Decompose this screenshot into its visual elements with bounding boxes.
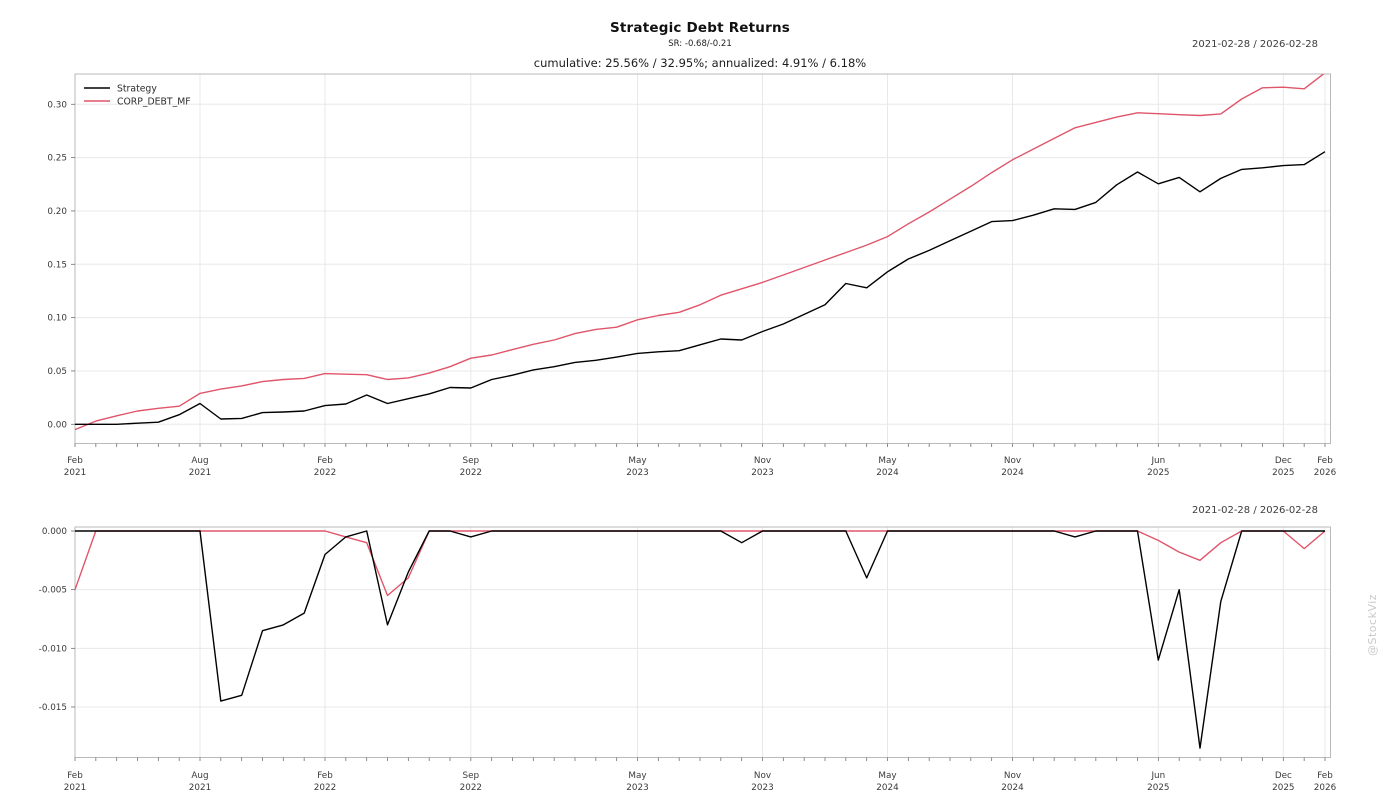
svg-text:Feb: Feb [317, 771, 333, 781]
svg-text:2021: 2021 [64, 783, 86, 793]
svg-text:2024: 2024 [876, 468, 899, 478]
svg-text:0.000: 0.000 [42, 527, 68, 537]
svg-text:Sep: Sep [463, 771, 480, 781]
svg-text:Nov: Nov [1004, 456, 1021, 466]
strategy-line [75, 530, 1325, 749]
svg-text:2022: 2022 [314, 783, 336, 793]
svg-text:-0.010: -0.010 [39, 644, 68, 654]
svg-text:Aug: Aug [191, 771, 208, 781]
x-axis-labels: Feb 2021 Aug 2021 Feb 2022 Sep 2022 May 2023 Nov 20… [64, 771, 1337, 793]
legend-item-corp_debt_mf: CORP_DEBT_MF [84, 97, 191, 108]
svg-text:Dec: Dec [1275, 456, 1292, 466]
svg-text:0.25: 0.25 [47, 154, 67, 164]
date-range-top: 2021-02-28 / 2026-02-28 [1192, 39, 1318, 50]
svg-text:2022: 2022 [314, 468, 336, 478]
svg-text:2022: 2022 [460, 783, 482, 793]
svg-text:2023: 2023 [626, 468, 648, 478]
svg-text:0.05: 0.05 [47, 367, 67, 377]
legend-label: CORP_DEBT_MF [117, 97, 191, 108]
x-tick-marks [74, 443, 1326, 447]
svg-text:2021: 2021 [189, 468, 211, 478]
grid-y [75, 103, 1331, 425]
svg-text:Feb: Feb [1317, 456, 1333, 466]
svg-text:Nov: Nov [754, 771, 771, 781]
grid-x [74, 527, 1326, 758]
legend-item-strategy: Strategy [84, 84, 157, 95]
strategy-line [75, 151, 1326, 425]
svg-text:May: May [878, 771, 896, 781]
y-axis-labels: 0.000 -0.005 -0.010 -0.015 [39, 527, 68, 713]
svg-text:2024: 2024 [876, 783, 899, 793]
svg-text:0.30: 0.30 [47, 100, 67, 110]
legend-label: Strategy [117, 84, 157, 95]
cumulative-returns-panel: Feb 2021 Aug 2021 Feb 2022 Sep 2022 May 2023 Nov 20… [47, 73, 1337, 478]
drawdown-panel: Feb 2021 Aug 2021 Feb 2022 Sep 2022 May 2023 Nov 20… [39, 526, 1337, 793]
svg-text:-0.015: -0.015 [39, 703, 67, 713]
svg-text:2024: 2024 [1001, 468, 1024, 478]
svg-text:2025: 2025 [1147, 783, 1169, 793]
svg-text:2023: 2023 [751, 783, 773, 793]
svg-text:Nov: Nov [754, 456, 771, 466]
svg-text:0.15: 0.15 [47, 260, 67, 270]
legend: Strategy CORP_DEBT_MF [84, 84, 191, 108]
plot-frame [74, 526, 1331, 758]
svg-text:May: May [628, 456, 646, 466]
x-axis-labels: Feb 2021 Aug 2021 Feb 2022 Sep 2022 May 2023 Nov 20… [64, 456, 1337, 478]
svg-text:May: May [628, 771, 646, 781]
svg-text:May: May [878, 456, 896, 466]
svg-text:2026: 2026 [1314, 468, 1337, 478]
svg-text:Feb: Feb [317, 456, 333, 466]
benchmark-line [74, 530, 1326, 597]
x-tick-marks [74, 757, 1326, 761]
svg-text:2021: 2021 [64, 468, 86, 478]
page-title: Strategic Debt Returns [609, 20, 791, 36]
benchmark-line [74, 74, 1325, 431]
sharpe-ratio-subtitle: SR: -0.68/-0.21 [668, 39, 732, 49]
svg-text:2026: 2026 [1314, 783, 1337, 793]
svg-text:2024: 2024 [1001, 783, 1024, 793]
svg-text:2025: 2025 [1147, 468, 1169, 478]
svg-text:2023: 2023 [751, 468, 773, 478]
svg-text:2023: 2023 [626, 783, 648, 793]
svg-text:Jun: Jun [1150, 456, 1165, 466]
svg-text:Nov: Nov [1004, 771, 1021, 781]
svg-text:Feb: Feb [67, 456, 83, 466]
svg-text:Sep: Sep [463, 456, 480, 466]
y-tick-marks [71, 530, 75, 708]
svg-text:2022: 2022 [460, 468, 482, 478]
svg-text:Feb: Feb [1317, 771, 1333, 781]
plot-frame [74, 73, 1331, 444]
svg-text:0.10: 0.10 [47, 314, 67, 324]
returns-summary: cumulative: 25.56% / 32.95%; annualized:… [533, 56, 867, 70]
svg-text:Aug: Aug [191, 456, 208, 466]
series-lines [74, 530, 1326, 749]
date-range-bottom: 2021-02-28 / 2026-02-28 [1192, 505, 1318, 516]
series-lines [74, 74, 1326, 431]
svg-text:Jun: Jun [1150, 771, 1165, 781]
y-tick-marks [71, 103, 75, 425]
svg-text:-0.005: -0.005 [39, 586, 67, 596]
svg-text:0.00: 0.00 [47, 420, 67, 430]
svg-text:2025: 2025 [1272, 468, 1294, 478]
svg-text:2025: 2025 [1272, 783, 1294, 793]
svg-text:2021: 2021 [189, 783, 211, 793]
grid-x [74, 74, 1326, 444]
y-axis-labels: 0.00 0.05 0.10 0.15 0.20 0.25 0.30 [47, 100, 67, 430]
svg-text:0.20: 0.20 [47, 207, 67, 217]
svg-text:Dec: Dec [1275, 771, 1292, 781]
svg-text:Feb: Feb [67, 771, 83, 781]
